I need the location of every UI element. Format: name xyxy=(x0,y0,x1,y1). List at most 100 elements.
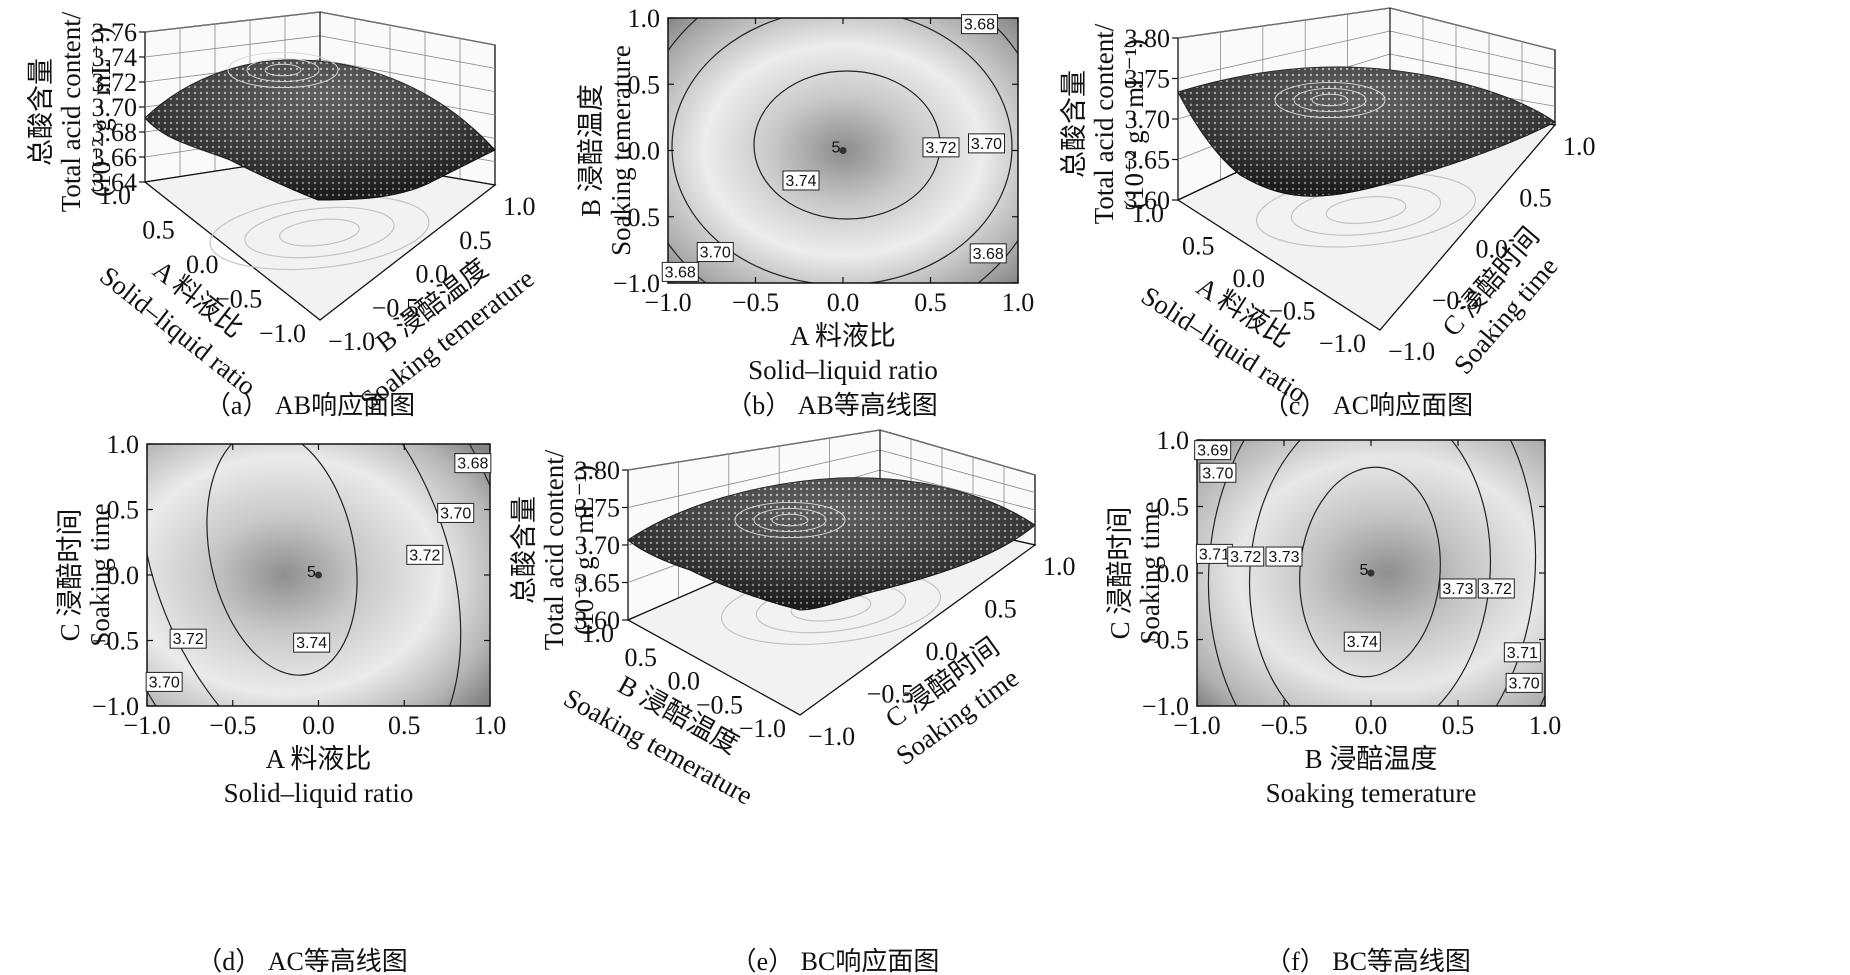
x-axis-title-cn-d: A 料液比 xyxy=(266,744,372,774)
design-center-point xyxy=(1367,569,1375,577)
y-axis-title-en-d: Soaking time xyxy=(85,503,115,646)
z-tick-label-a: 3.72 xyxy=(92,68,138,97)
contour-panel-d: −1.0 −0.5 0.0 0.5 1.0 −1.0 −0.5 0.0 0.5 1.0 3.68 3.… xyxy=(55,430,507,808)
contour-label: 3.68 xyxy=(964,17,995,34)
x-tick-label-f: −0.5 xyxy=(1260,711,1307,740)
contour-label: 3.73 xyxy=(1442,581,1473,598)
floor-left-tick-label-e: 1.0 xyxy=(582,619,615,648)
center-point-count: 5 xyxy=(1360,562,1369,579)
floor-left-tick-label-c: −1.0 xyxy=(1319,329,1366,358)
surface-peak-ring xyxy=(227,51,339,89)
floor-left-tick-label-e: 0.0 xyxy=(668,667,701,696)
x-tick-label-f: 0.0 xyxy=(1355,711,1388,740)
contour-label-box xyxy=(454,453,492,474)
contour-label-box xyxy=(1199,462,1237,483)
z-tick-label-e: 3.80 xyxy=(575,456,621,485)
contour-label: 3.72 xyxy=(1230,549,1261,566)
z-tick-label-e: 3.60 xyxy=(575,606,621,635)
floor-left-tick-label-c: 0.0 xyxy=(1233,264,1266,293)
floor-right-tick-label-c: −0.5 xyxy=(1432,286,1479,315)
x-tick-label-f: 1.0 xyxy=(1529,711,1562,740)
x-tick-label-f: −1.0 xyxy=(1173,711,1220,740)
z-axis-title-0-c: 总酸含量 xyxy=(1059,70,1089,178)
x-axis-title-cn-b: A 料液比 xyxy=(790,321,896,351)
surface-peak-ring xyxy=(1293,88,1367,112)
contour-label: 3.74 xyxy=(1347,634,1378,651)
panel-caption-f: （f） BC等高线图 xyxy=(1265,947,1471,975)
y-axis-title-cn-d: C 浸醅时间 xyxy=(55,509,85,642)
floor-left-tick-label-c: −0.5 xyxy=(1268,297,1315,326)
surface-peak-ring xyxy=(246,58,320,82)
contour-label-box xyxy=(1503,642,1541,663)
z-tick-label-c: 3.70 xyxy=(1125,105,1171,134)
contour-label: 3.70 xyxy=(1509,675,1540,692)
z-axis-title-0-e: 总酸含量 xyxy=(509,496,539,604)
floor-right-tick-label-e: −1.0 xyxy=(808,722,855,751)
contour-label: 3.72 xyxy=(1481,581,1512,598)
floor-right-tick-label-c: 0.5 xyxy=(1519,183,1552,212)
z-axis-title-0-a: 总酸含量 xyxy=(26,58,56,166)
y-tick-label-d: 1.0 xyxy=(107,430,140,459)
floor-left-tick-label-a: −0.5 xyxy=(215,285,262,314)
contour-panel-f: −1.0 −0.5 0.0 0.5 1.0 −1.0 −0.5 0.0 0.5 1.0 3.69 3.… xyxy=(1105,426,1562,808)
floor-right-tick-label-e: −0.5 xyxy=(867,680,914,709)
floor-left-tick-label-e: −1.0 xyxy=(739,714,786,743)
contour-label: 3.72 xyxy=(925,140,956,157)
y-tick-label-f: −0.5 xyxy=(1142,626,1189,655)
z-axis-title-1-c: Total acid content/ xyxy=(1089,23,1119,224)
contour-label: 3.69 xyxy=(1197,443,1228,460)
response-surface-shading-a xyxy=(145,59,495,200)
contour-label: 3.74 xyxy=(296,635,327,652)
z-axis-title-2-a: (10⁻² g · mL⁻¹) xyxy=(86,27,116,197)
z-tick-label-c: 3.75 xyxy=(1125,65,1171,94)
y-tick-label-b: 0.0 xyxy=(628,137,661,166)
surface-panel-e: 3.60 3.65 3.70 3.75 3.80 总酸含量 Total acid conte… xyxy=(509,429,1076,811)
z-tick-label-a: 3.66 xyxy=(92,143,138,172)
x-tick-label-b: −0.5 xyxy=(732,288,779,317)
z-tick-label-a: 3.74 xyxy=(92,43,138,72)
floor-contour xyxy=(1325,196,1407,225)
center-point-count: 5 xyxy=(832,140,841,157)
y-tick-label-b: 0.5 xyxy=(628,70,661,99)
floor-right-tick-label-a: 1.0 xyxy=(503,192,536,221)
x-tick-label-d: 1.0 xyxy=(474,711,507,740)
z-axis-title-1-a: Total acid content/ xyxy=(56,11,86,212)
x-tick-label-d: −0.5 xyxy=(209,711,256,740)
y-tick-label-b: −0.5 xyxy=(613,203,660,232)
floor-left-tick-label-e: 0.5 xyxy=(625,643,658,672)
design-center-point xyxy=(315,571,322,579)
surface-peak-ring xyxy=(264,63,302,77)
contour-label-box xyxy=(169,628,207,649)
y-tick-label-f: 0.5 xyxy=(1157,493,1190,522)
floor-contour xyxy=(279,218,360,247)
surface-peak-ring xyxy=(1311,93,1349,107)
floor-right-tick-label-a: 0.5 xyxy=(459,226,492,255)
contour-label: 3.73 xyxy=(1268,549,1299,566)
contour-lines-d xyxy=(147,444,490,706)
floor-left-tick-label-a: −1.0 xyxy=(259,319,306,348)
contour-label-box xyxy=(1265,546,1303,567)
panel-caption-c: （c） AC响应面图 xyxy=(1263,391,1473,420)
z-axis-title-1-e: Total acid content/ xyxy=(539,449,569,650)
contour-line-d-0 xyxy=(206,444,358,676)
x-tick-label-d: 0.0 xyxy=(302,711,335,740)
contour-label-box xyxy=(661,261,699,282)
z-tick-label-e: 3.65 xyxy=(575,569,621,598)
contour-label-box xyxy=(968,133,1005,154)
contour-label-box xyxy=(406,544,444,565)
contour-label: 3.68 xyxy=(665,264,696,281)
y-tick-label-d: 0.0 xyxy=(107,561,140,590)
contour-line-b-1 xyxy=(671,18,1013,283)
contour-label-box xyxy=(969,243,1007,264)
contour-label: 3.68 xyxy=(973,246,1004,263)
floor-right-tick-label-c: −1.0 xyxy=(1388,337,1435,366)
contour-line-d-2 xyxy=(147,444,490,706)
contour-label-box xyxy=(1343,631,1381,652)
y-axis-title-en-f: Soaking time xyxy=(1135,501,1165,644)
contour-label: 3.68 xyxy=(457,456,488,473)
floor-right-tick-label-c: 0.0 xyxy=(1476,235,1509,264)
contour-label: 3.70 xyxy=(149,674,180,691)
x-axis-title-en-d: Solid–liquid ratio xyxy=(224,778,414,808)
floor-right-tick-label-e: 0.0 xyxy=(926,637,959,666)
floor-right-tick-label-e: 1.0 xyxy=(1043,552,1076,581)
